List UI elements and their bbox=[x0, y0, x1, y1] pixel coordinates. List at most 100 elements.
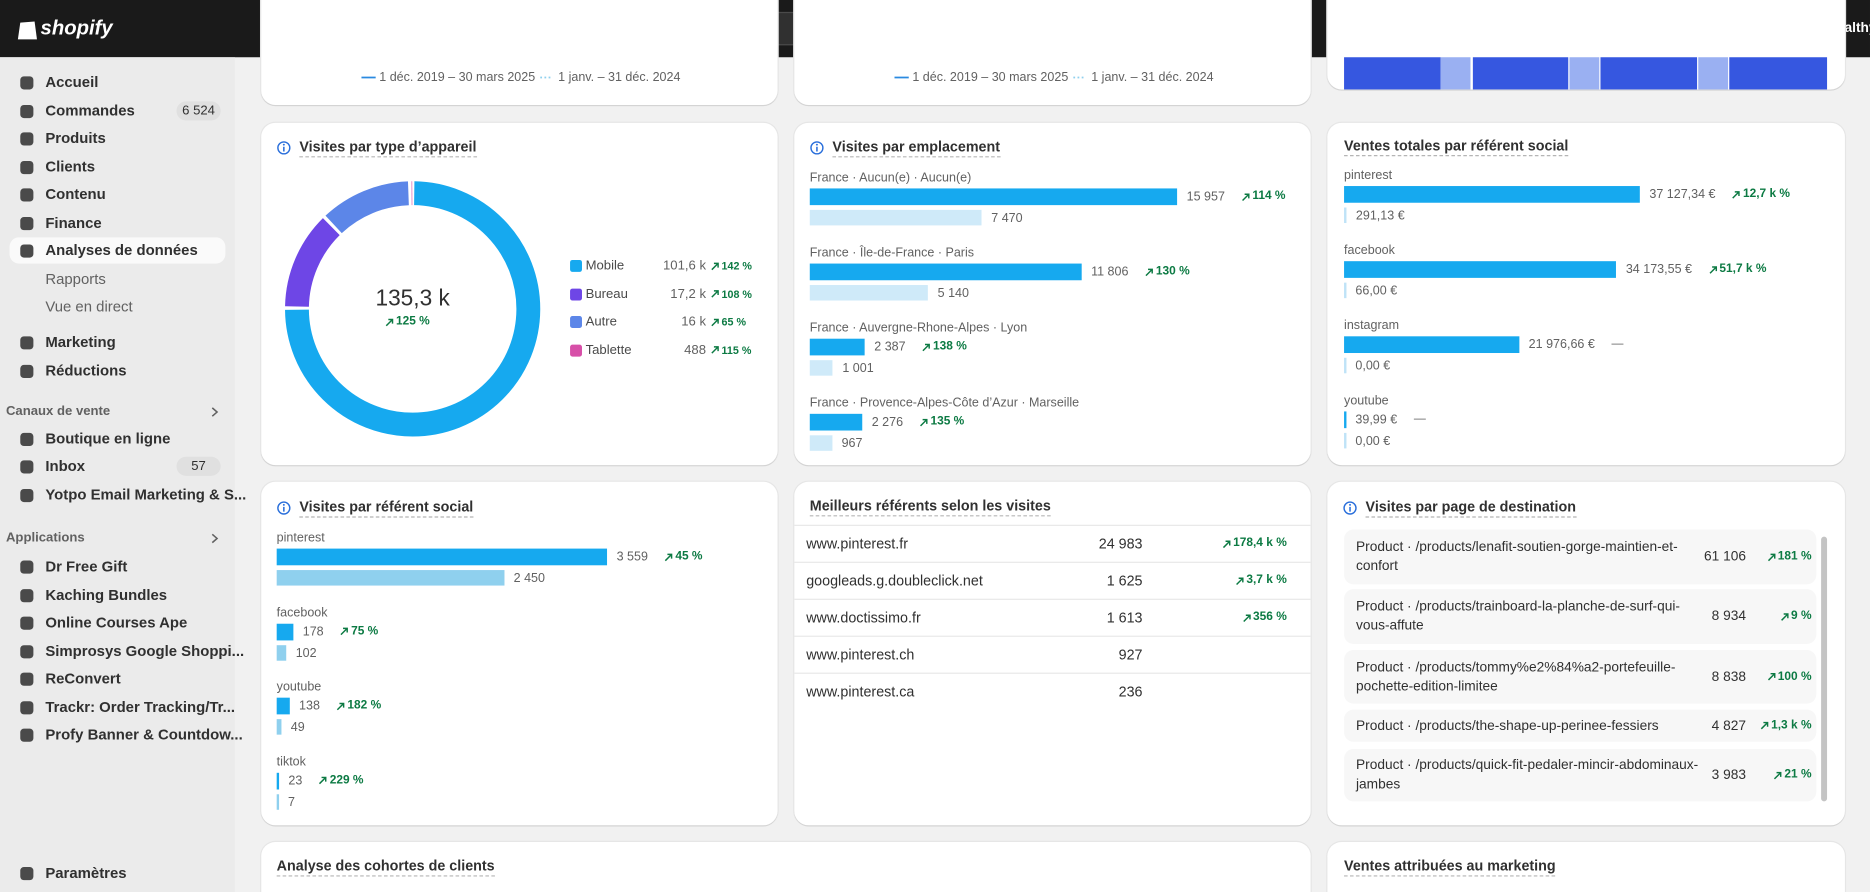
nav-item[interactable]: ReConvert bbox=[45, 670, 121, 687]
card: 1 déc. 2019 – 30 mars 2025 1 janv. – 31 d… bbox=[261, 0, 778, 105]
nav-item[interactable]: Rapports bbox=[45, 270, 106, 288]
trend-arrow bbox=[385, 318, 394, 326]
change: 100 % bbox=[1754, 668, 1812, 685]
change: 356 % bbox=[1152, 609, 1287, 626]
bar-value-group: 23 229 % bbox=[288, 772, 363, 789]
nav-item[interactable]: Trackr: Order Tracking/Tr... bbox=[45, 698, 236, 716]
legend-lines bbox=[894, 76, 1086, 79]
referrer-value: 24 983 bbox=[1098, 535, 1143, 553]
bar-value-group: 15 957 114 % bbox=[1187, 188, 1286, 205]
bar-value: 21 976,66 € bbox=[1528, 337, 1595, 352]
bar-previous bbox=[1344, 432, 1346, 449]
nav-item[interactable]: Boutique en ligne bbox=[45, 430, 171, 448]
bar-current bbox=[276, 548, 608, 566]
nav-icon bbox=[20, 560, 34, 574]
c bbox=[277, 501, 291, 515]
bar-current bbox=[276, 623, 294, 640]
card: Visites par référent social pinterest 3 55… bbox=[261, 481, 778, 826]
trend-arrow bbox=[1145, 268, 1154, 276]
change-text: 21 % bbox=[1784, 768, 1812, 782]
landing-name: Product · /products/quick-fit-pedaler-mi… bbox=[1355, 758, 1699, 792]
arrow-path bbox=[1145, 268, 1154, 276]
info-icon bbox=[277, 501, 291, 515]
referrer-name: www.pinterest.ca bbox=[806, 683, 915, 701]
bar-prev-value: 2 450 bbox=[513, 571, 545, 586]
row-label: facebook bbox=[276, 605, 328, 620]
r bbox=[20, 188, 34, 202]
trend-arrow bbox=[1236, 576, 1244, 585]
nav-item[interactable]: Dr Free Gift bbox=[45, 558, 128, 575]
nav-item[interactable]: Analyses de données bbox=[45, 242, 198, 259]
card: Analyse des cohortes de clients bbox=[261, 841, 1311, 892]
arrow-path bbox=[1242, 192, 1250, 201]
d bbox=[282, 503, 285, 506]
nav-item[interactable]: Online Courses Ape bbox=[45, 614, 188, 631]
row-label: youtube bbox=[1344, 393, 1389, 408]
nav-item[interactable]: Simprosys Google Shoppi... bbox=[45, 642, 245, 660]
nav-icon bbox=[20, 867, 34, 881]
change: 108 % bbox=[711, 286, 752, 303]
change: 178,4 k % bbox=[1152, 535, 1287, 552]
bar-previous bbox=[1344, 357, 1346, 374]
nav-item[interactable]: Yotpo Email Marketing & S... bbox=[45, 486, 247, 504]
arrow-path bbox=[1709, 265, 1717, 274]
nav-item[interactable]: Finance bbox=[45, 214, 102, 232]
nav-item[interactable]: Accueil bbox=[45, 73, 99, 91]
nav-item[interactable]: Kaching Bundles bbox=[45, 586, 168, 604]
nav-item[interactable]: Inbox bbox=[45, 457, 86, 475]
nav-item[interactable]: Réductions bbox=[45, 362, 127, 380]
bar-value-group: 178 75 % bbox=[303, 623, 379, 640]
nav-item[interactable]: Marketing bbox=[45, 333, 116, 351]
change: 130 % bbox=[1145, 264, 1190, 281]
r bbox=[20, 460, 34, 474]
landing-row[interactable]: Product · /products/lenafit-soutien-gorg… bbox=[1344, 529, 1817, 585]
change-text: 115 % bbox=[721, 344, 752, 356]
landing-value: 8 838 bbox=[1711, 669, 1746, 684]
row-label: France · Île-de-France · Paris bbox=[809, 245, 975, 260]
legend-swatch bbox=[570, 316, 582, 328]
change: 125 % bbox=[385, 314, 430, 331]
card bbox=[1327, 0, 1845, 90]
legend-name: Mobile bbox=[585, 258, 625, 274]
info-icon bbox=[810, 141, 824, 155]
arrow-path bbox=[319, 776, 328, 785]
change: — bbox=[1414, 411, 1426, 428]
p bbox=[211, 533, 219, 544]
decor-bar bbox=[1569, 57, 1600, 90]
landing-row[interactable]: Product · /products/the-shape-up-perinee… bbox=[1344, 709, 1817, 742]
arrow-path bbox=[1774, 771, 1782, 779]
change: 75 % bbox=[340, 623, 378, 640]
referrer-value: 236 bbox=[1118, 683, 1143, 701]
nav-icon bbox=[20, 132, 34, 146]
landing-row[interactable]: Product · /products/trainboard-la-planch… bbox=[1344, 589, 1817, 645]
arrow-path bbox=[1242, 613, 1251, 622]
nav-item[interactable]: Vue en direct bbox=[45, 298, 133, 315]
nav-item[interactable]: Profy Banner & Countdow... bbox=[45, 726, 243, 743]
d bbox=[815, 143, 818, 146]
nav-item[interactable]: Produits bbox=[45, 129, 106, 147]
bar-previous bbox=[1344, 207, 1347, 224]
r bbox=[20, 132, 34, 146]
arrow-path bbox=[385, 318, 394, 326]
change-text: 108 % bbox=[721, 288, 752, 300]
legend-swatch bbox=[570, 344, 582, 356]
row-label: pinterest bbox=[276, 530, 325, 546]
change: 115 % bbox=[711, 342, 752, 359]
nav-icon bbox=[20, 701, 34, 715]
nav-item[interactable]: Commandes bbox=[45, 102, 135, 120]
landing-row[interactable]: Product · /products/quick-fit-pedaler-mi… bbox=[1344, 748, 1817, 802]
bar-current bbox=[1344, 411, 1346, 429]
trend-arrow bbox=[920, 418, 928, 426]
nav-item[interactable]: Paramètres bbox=[45, 864, 127, 882]
bar-value-group: 2 276 135 % bbox=[872, 414, 965, 431]
change-text: 100 % bbox=[1777, 669, 1812, 683]
legend-name: Bureau bbox=[585, 286, 628, 302]
nav-item[interactable]: Contenu bbox=[45, 186, 106, 203]
bar-value: 23 bbox=[288, 773, 303, 788]
nav-item[interactable]: Clients bbox=[45, 158, 96, 176]
landing-row[interactable]: Product · /products/tommy%e2%84%a2-porte… bbox=[1344, 649, 1817, 704]
legend-name: Autre bbox=[585, 314, 617, 330]
bar-value-group: 37 127,34 € 12,7 k % bbox=[1649, 186, 1790, 203]
bar-current bbox=[1344, 336, 1520, 354]
trend-arrow bbox=[319, 776, 328, 785]
